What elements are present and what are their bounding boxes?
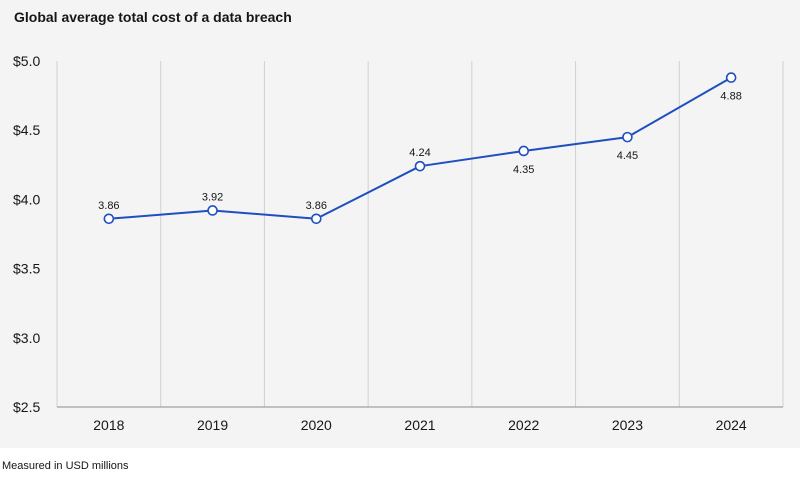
y-tick-label: $2.5 (13, 399, 40, 415)
y-tick-label: $4.5 (13, 122, 40, 138)
label-layer: 3.86 3.92 3.86 4.24 4.35 4.45 4.88 (98, 91, 742, 212)
data-point (622, 131, 633, 143)
x-tick-label: 2023 (612, 417, 643, 433)
x-tick-label: 2019 (197, 417, 228, 433)
footnote: Measured in USD millions (2, 460, 129, 472)
y-tick-label: $5.0 (13, 53, 40, 69)
x-tick-label: 2018 (93, 417, 124, 433)
axis-layer: $2.5 $3.0 $3.5 $4.0 $4.5 $5.0 2018 2019 2020 2021… (13, 53, 783, 433)
x-tick-label: 2022 (508, 417, 539, 433)
data-point (103, 213, 115, 225)
data-label: 3.86 (98, 200, 119, 212)
chart-title: Global average total cost of a data brea… (14, 9, 292, 25)
data-point (518, 145, 530, 157)
y-tick-label: $3.5 (13, 261, 40, 277)
data-point (414, 160, 426, 172)
data-label: 4.24 (409, 147, 430, 159)
data-label: 4.88 (720, 91, 741, 103)
y-tick-label: $4.0 (13, 191, 40, 207)
x-tick-label: 2024 (716, 417, 747, 433)
footer: Measured in USD millions (0, 448, 800, 477)
data-label: 4.35 (513, 164, 534, 176)
line-chart: $2.5 $3.0 $3.5 $4.0 $4.5 $5.0 2018 2019 2020 2021… (13, 53, 784, 433)
data-point (310, 213, 322, 225)
data-label: 3.92 (202, 191, 223, 203)
y-tick-label: $3.0 (13, 330, 40, 346)
data-label: 3.86 (306, 200, 327, 212)
grid-layer (56, 61, 784, 407)
data-label: 4.45 (617, 150, 638, 162)
series-layer (103, 72, 737, 225)
x-tick-label: 2021 (404, 417, 435, 433)
data-point (725, 72, 737, 83)
data-point (207, 205, 218, 216)
x-tick-label: 2020 (301, 417, 332, 433)
